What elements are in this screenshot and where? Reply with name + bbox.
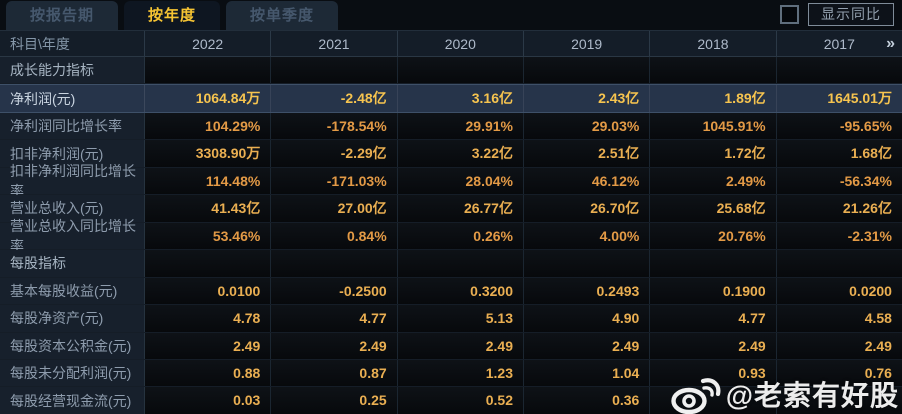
financial-table: 科目\年度 2022 2021 2020 2019 2018 2017 » 成长… [0, 30, 902, 414]
row-label: 净利润同比增长率 [0, 112, 145, 140]
header-year-2020: 2020 [398, 31, 524, 56]
row-label: 净利润(元) [0, 85, 145, 112]
section-row-growth: 成长能力指标 [0, 57, 902, 85]
tab-yearly[interactable]: 按年度 [124, 1, 221, 30]
header-year-2018: 2018 [650, 31, 777, 56]
header-year-2017: 2017 » [777, 31, 902, 56]
show-yoy-label[interactable]: 显示同比 [808, 3, 894, 26]
tab-report-period[interactable]: 按报告期 [6, 1, 119, 30]
row-label: 每股未分配利润(元) [0, 359, 145, 387]
period-tabbar: 按报告期 按年度 按单季度 显示同比 [0, 0, 902, 30]
table-row-operating-cashflow-per-share[interactable]: 每股经营现金流(元) 0.03 0.25 0.52 0.36 [0, 387, 902, 414]
table-row-net-profit[interactable]: 净利润(元) 1064.84万 -2.48亿 3.16亿 2.43亿 1.89亿… [0, 84, 902, 113]
more-columns-icon[interactable]: » [886, 35, 895, 52]
header-year-label: 2017 [823, 36, 855, 52]
row-label: 营业总收入同比增长率 [0, 218, 145, 254]
table-row-deducted-net-profit[interactable]: 扣非净利润(元) 3308.90万 -2.29亿 3.22亿 2.51亿 1.7… [0, 140, 902, 168]
row-label: 营业总收入(元) [0, 195, 145, 222]
header-year-2019: 2019 [524, 31, 651, 56]
row-label: 每股指标 [0, 250, 145, 277]
table-row-capital-reserve-per-share[interactable]: 每股资本公积金(元) 2.49 2.49 2.49 2.49 2.49 2.49 [0, 332, 902, 360]
header-first-col: 科目\年度 [0, 31, 145, 56]
row-label: 每股经营现金流(元) [0, 387, 145, 414]
table-row-total-revenue[interactable]: 营业总收入(元) 41.43亿 27.00亿 26.77亿 26.70亿 25.… [0, 195, 902, 223]
section-row-per-share: 每股指标 [0, 250, 902, 278]
table-row-undistributed-profit-per-share[interactable]: 每股未分配利润(元) 0.88 0.87 1.23 1.04 0.93 0.76 [0, 359, 902, 388]
tab-single-quarter[interactable]: 按单季度 [226, 1, 339, 30]
row-label: 扣非净利润同比增长率 [0, 163, 145, 199]
table-row-net-profit-yoy[interactable]: 净利润同比增长率 104.29% -178.54% 29.91% 29.03% … [0, 112, 902, 141]
row-label: 每股资本公积金(元) [0, 332, 145, 359]
table-row-net-asset-per-share[interactable]: 每股净资产(元) 4.78 4.77 5.13 4.90 4.77 4.58 [0, 305, 902, 333]
row-label: 基本每股收益(元) [0, 277, 145, 305]
header-year-2021: 2021 [271, 31, 398, 56]
table-header-row: 科目\年度 2022 2021 2020 2019 2018 2017 » [0, 30, 902, 57]
table-row-total-revenue-yoy[interactable]: 营业总收入同比增长率 53.46% 0.84% 0.26% 4.00% 20.7… [0, 218, 902, 254]
row-label: 每股净资产(元) [0, 305, 145, 332]
yoy-controls: 显示同比 [780, 3, 894, 26]
table-row-basic-eps[interactable]: 基本每股收益(元) 0.0100 -0.2500 0.3200 0.2493 0… [0, 277, 902, 306]
table-row-deducted-net-profit-yoy[interactable]: 扣非净利润同比增长率 114.48% -171.03% 28.04% 46.12… [0, 163, 902, 199]
header-year-2022: 2022 [145, 31, 272, 56]
show-yoy-checkbox[interactable] [780, 5, 799, 24]
row-label: 成长能力指标 [0, 57, 145, 84]
row-label: 扣非净利润(元) [0, 140, 145, 167]
